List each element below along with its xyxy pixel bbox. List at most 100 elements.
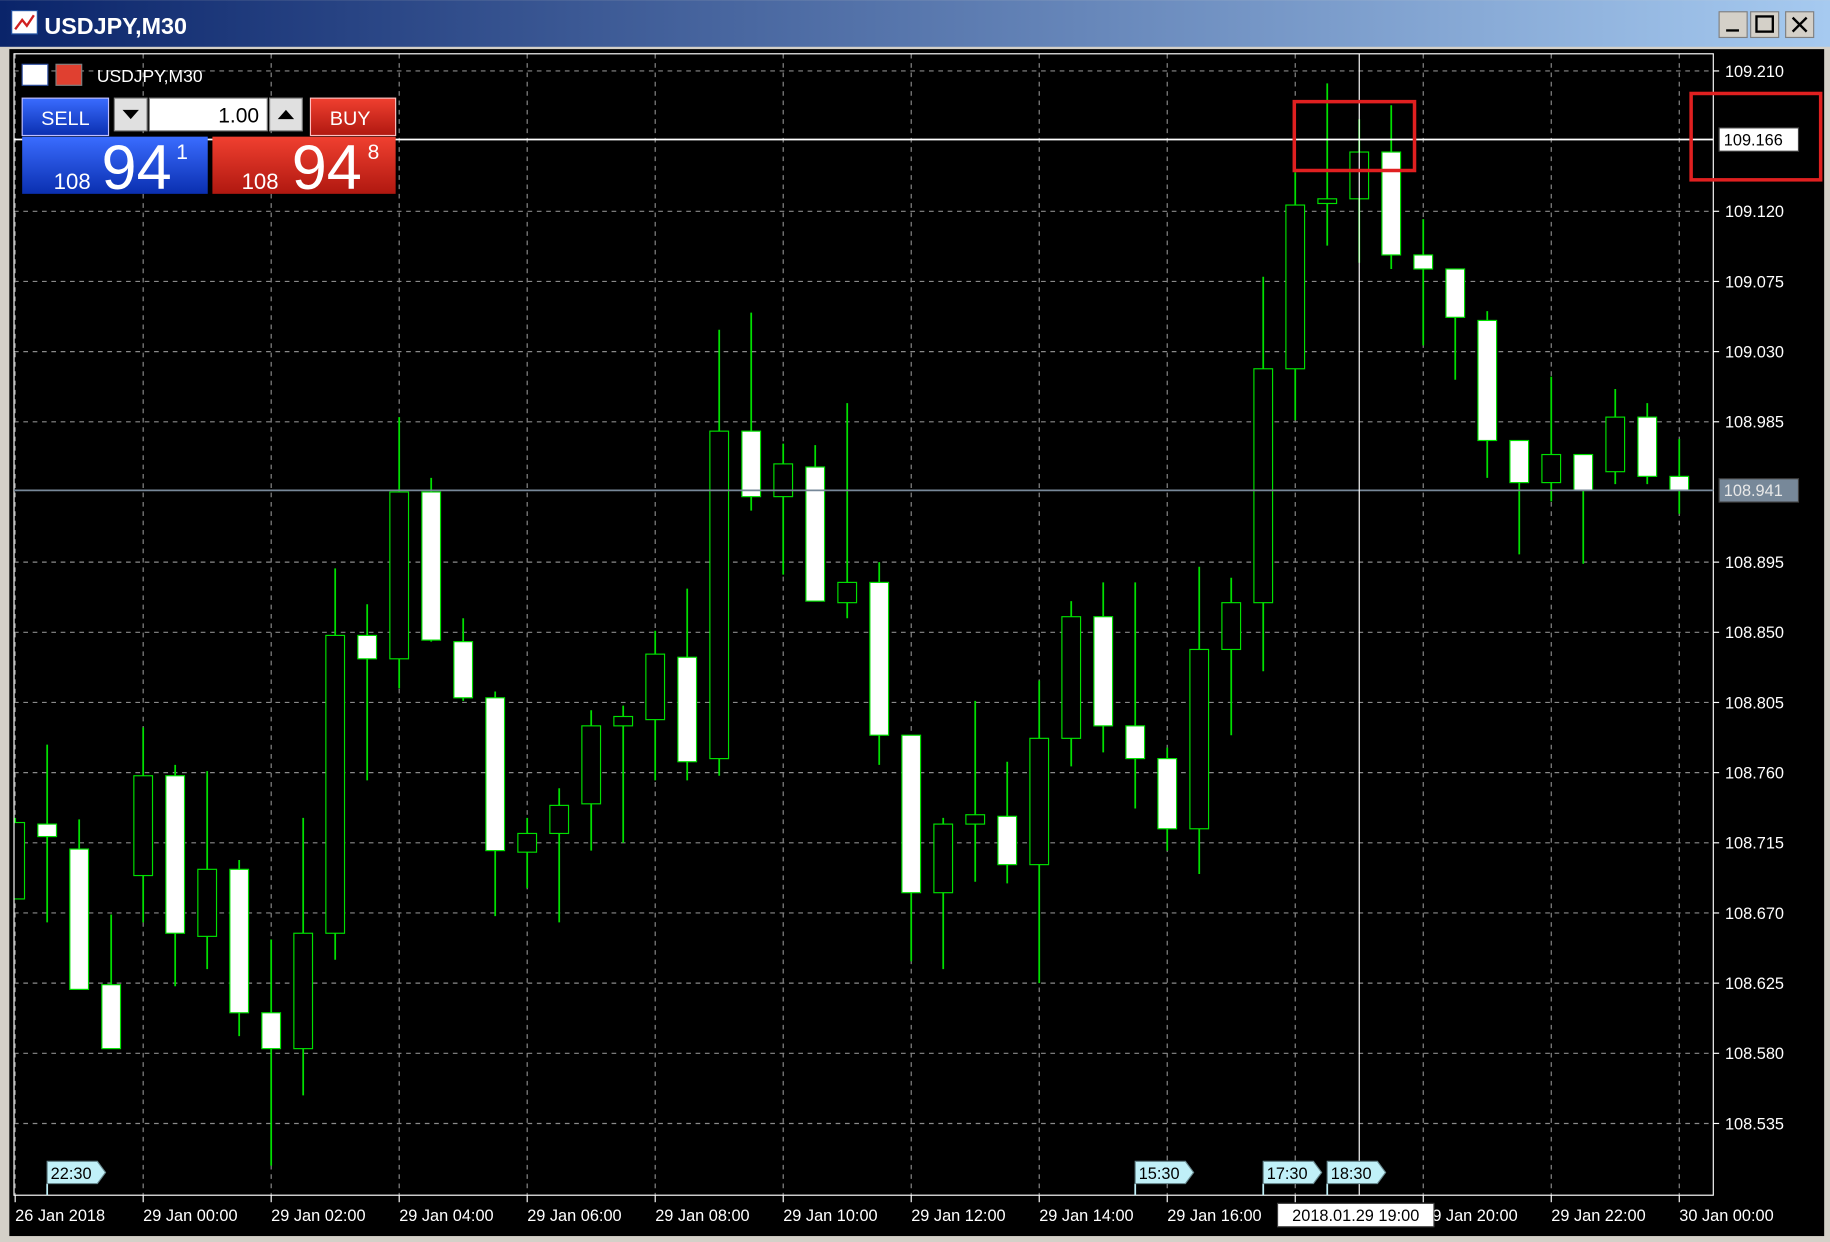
candle-body	[1093, 616, 1114, 727]
trade-panel: SELL 1.00 BUY 108 94 1 108 94 8	[21, 97, 397, 203]
candle-body	[1669, 475, 1690, 491]
window-buttons	[1718, 11, 1815, 39]
candle-body	[229, 868, 250, 1014]
window-icon-line	[14, 14, 35, 30]
candles	[14, 83, 1690, 1166]
x-tick-label: 29 Jan 14:00	[1039, 1207, 1133, 1225]
axes: 109.210 109.120 109.075 109.030 108.985 108.8…	[14, 63, 1800, 1225]
y-tick-label: 109.210	[1725, 63, 1784, 81]
lot-input[interactable]	[148, 97, 268, 132]
y-tick-label: 109.030	[1725, 343, 1784, 361]
candle-body	[69, 848, 90, 990]
price-label-box	[1718, 478, 1800, 503]
flag-label: 15:30	[1139, 1165, 1180, 1183]
x-tick-label: 30 Jan 00:00	[1679, 1207, 1773, 1225]
chart-header: USDJPY,M30	[21, 63, 203, 86]
candle-body	[965, 814, 986, 825]
y-tick-label: 108.805	[1725, 694, 1784, 712]
candle-body	[101, 984, 122, 1050]
sell-fraction: 1	[176, 141, 188, 164]
candle-body	[549, 804, 570, 835]
candle-body	[37, 823, 58, 838]
maximize-icon	[1755, 15, 1774, 33]
crosshair-label-box	[1276, 1202, 1435, 1228]
candle-body	[485, 697, 506, 852]
y-tick-label: 108.670	[1725, 905, 1784, 923]
flag-box	[1326, 1160, 1387, 1185]
candle-body	[165, 775, 186, 934]
x-tick-label: 29 Jan 10:00	[783, 1207, 877, 1225]
candle-body	[1541, 453, 1562, 484]
candle-body	[421, 491, 442, 641]
x-tick-label: 29 Jan 20:00	[1423, 1207, 1517, 1225]
candle-body	[805, 466, 826, 602]
minimize-button[interactable]	[1718, 11, 1748, 39]
candle-body	[1253, 368, 1274, 604]
y-tick-label: 108.715	[1725, 835, 1784, 853]
buy-price-box[interactable]	[212, 136, 396, 194]
buy-fraction: 8	[368, 141, 380, 164]
candle-body	[901, 734, 922, 894]
crosshair-label: 2018.01.29 19:00	[1292, 1207, 1419, 1225]
down-arrow	[122, 109, 139, 120]
candle-body	[1189, 648, 1210, 830]
chart-icon	[21, 63, 49, 86]
flag-box	[46, 1160, 107, 1185]
y-tick-label: 108.625	[1725, 975, 1784, 993]
x-tick-label: 29 Jan 08:00	[655, 1207, 749, 1225]
candle-body	[869, 581, 890, 736]
candle-body	[1605, 416, 1626, 473]
candle-body	[997, 815, 1018, 866]
candle-body	[1445, 268, 1466, 318]
flag-box	[1134, 1160, 1195, 1185]
price-label: 108.941	[1724, 482, 1783, 500]
candle-body	[773, 463, 794, 498]
close-icon	[1791, 16, 1808, 33]
candle-body	[1285, 204, 1306, 370]
candle-body	[837, 581, 858, 604]
candle-body	[677, 656, 698, 763]
highlight-box	[1292, 99, 1417, 173]
y-tick-label: 109.120	[1725, 203, 1784, 221]
candle-body	[389, 491, 410, 660]
candle-body	[453, 641, 474, 699]
x-tick-label: 29 Jan 06:00	[527, 1207, 621, 1225]
candle-body	[261, 1012, 282, 1050]
price-label: 109.166	[1724, 131, 1783, 149]
candle-body	[1221, 602, 1242, 651]
x-tick-label: 29 Jan 00:00	[143, 1207, 237, 1225]
candle-body	[1125, 725, 1146, 760]
candle-body	[581, 725, 602, 805]
candle-body	[1637, 416, 1658, 477]
window-title: USDJPY,M30	[44, 13, 187, 39]
x-tick-label: 29 Jan 12:00	[911, 1207, 1005, 1225]
candle-body	[133, 775, 154, 877]
sell-big-figure: 108	[54, 169, 91, 194]
flag-label: 17:30	[1267, 1165, 1308, 1183]
buy-pips: 94	[292, 133, 362, 203]
overlay: 2018.01.29 19:00 22:30 15:30 17:30 18:30	[46, 53, 1435, 1228]
candle-body	[1061, 616, 1082, 739]
candle-body	[933, 823, 954, 894]
chart-background	[9, 49, 1825, 1237]
candle-body	[1317, 198, 1338, 205]
candle-body	[197, 868, 218, 937]
candle-body	[357, 634, 378, 660]
grid	[14, 53, 1714, 1196]
sell-button[interactable]	[21, 97, 110, 137]
candle-body	[1509, 439, 1530, 484]
y-tick-label: 108.985	[1725, 414, 1784, 432]
x-tick-label: 29 Jan 04:00	[399, 1207, 493, 1225]
candle-body	[1477, 319, 1498, 442]
candle-body	[1413, 254, 1434, 270]
candle-body	[517, 832, 538, 853]
y-tick-label: 108.850	[1725, 624, 1784, 642]
candle-body	[1381, 151, 1402, 256]
sell-price-box[interactable]	[22, 136, 208, 194]
flag-label: 22:30	[51, 1165, 92, 1183]
x-tick-label: 29 Jan 02:00	[271, 1207, 365, 1225]
candle-body	[741, 430, 762, 498]
candle-body	[1029, 737, 1050, 866]
buy-button[interactable]	[309, 97, 397, 137]
